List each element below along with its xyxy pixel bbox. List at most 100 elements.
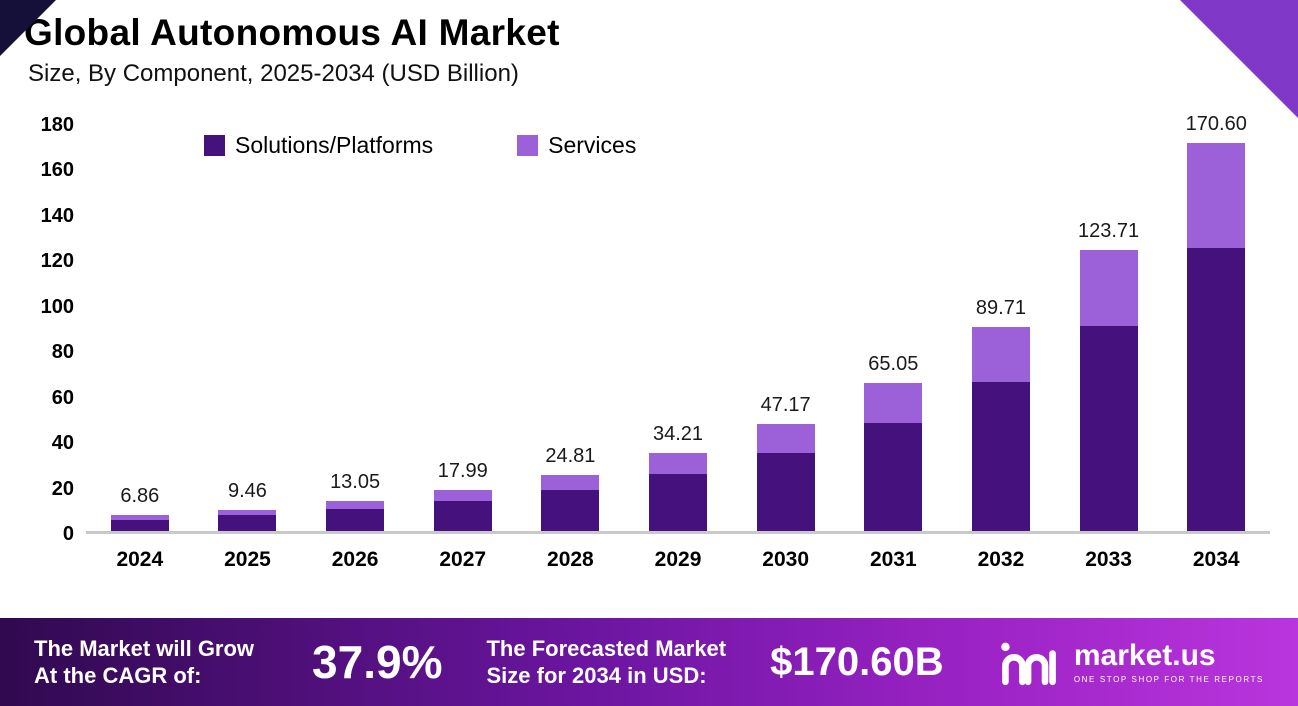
bar-column: 24.81 — [517, 445, 625, 531]
x-axis-label: 2030 — [762, 548, 810, 571]
x-axis-label: 2027 — [439, 548, 487, 571]
legend-swatch-services — [517, 135, 539, 156]
y-tick-label: 20 — [51, 477, 74, 500]
bar-stack — [541, 474, 600, 531]
y-tick-label: 60 — [51, 386, 74, 409]
plot-column: Solutions/Platforms Services 6.86 9.46 13.… — [86, 113, 1270, 572]
bar-column: 34.21 — [624, 423, 732, 531]
bar-segment-services — [541, 474, 600, 490]
y-tick-label: 140 — [40, 204, 74, 227]
x-axis-label: 2032 — [977, 548, 1025, 571]
bar-total-label: 65.05 — [868, 353, 919, 376]
legend-item-services: Services — [517, 132, 636, 159]
bar-segment-solutions — [218, 515, 277, 531]
forecast-label: The Forecasted Market Size for 2034 in U… — [486, 635, 726, 690]
marketus-brand: market.us ONE STOP SHOP FOR THE REPORTS — [996, 638, 1264, 686]
bar-segment-solutions — [864, 423, 923, 531]
cagr-label-line2: At the CAGR of: — [34, 663, 202, 688]
cagr-label: The Market will Grow At the CAGR of: — [34, 635, 254, 690]
forecast-value: $170.60B — [770, 639, 944, 684]
bar-segment-services — [864, 383, 923, 424]
bar-stack — [971, 327, 1030, 531]
bar-segment-solutions — [110, 519, 169, 531]
x-axis-label: 2025 — [224, 548, 271, 571]
x-axis-label: 2026 — [331, 548, 379, 571]
bar-stack — [218, 509, 277, 531]
bar-stack — [1187, 143, 1246, 531]
legend-item-solutions: Solutions/Platforms — [204, 132, 433, 159]
header: Global Autonomous AI Market Size, By Com… — [0, 0, 1298, 88]
chart: 0 20 40 60 80 100 120 140 160 180 Solutions/Platf… — [14, 113, 1270, 572]
x-axis-label: 2031 — [869, 548, 917, 571]
bar-column: 89.71 — [947, 297, 1055, 531]
bar-total-label: 123.71 — [1078, 219, 1140, 242]
bar-segment-services — [433, 490, 492, 502]
bar-segment-services — [971, 327, 1030, 383]
bar-column: 123.71 — [1055, 220, 1163, 531]
y-tick-label: 180 — [40, 114, 74, 136]
marketus-logo-icon — [1001, 642, 1056, 686]
bar-segment-solutions — [433, 501, 492, 531]
bar-segment-services — [218, 509, 277, 516]
bar-total-label: 6.86 — [120, 485, 160, 508]
forecast-label-line1: The Forecasted Market — [486, 635, 727, 661]
x-axis-label: 2034 — [1192, 548, 1240, 571]
bar-stack — [756, 423, 815, 531]
bar-stack — [649, 453, 708, 531]
plot-area: Solutions/Platforms Services 6.86 9.46 13.… — [86, 113, 1270, 534]
bar-segment-services — [326, 501, 385, 510]
bar-segment-solutions — [756, 452, 815, 531]
bar-segment-solutions — [541, 489, 600, 531]
bar-column: 47.17 — [732, 394, 840, 531]
bar-total-label: 34.21 — [652, 423, 704, 446]
brand-name: market.us — [1073, 638, 1216, 672]
y-tick-label: 100 — [40, 295, 74, 318]
bar-column: 9.46 — [194, 480, 302, 531]
footer-banner: The Market will Grow At the CAGR of: 37.… — [0, 618, 1298, 706]
x-axis-label: 2028 — [547, 548, 594, 571]
brand-text: market.us ONE STOP SHOP FOR THE REPORTS — [1073, 638, 1264, 684]
bar-segment-solutions — [1187, 248, 1246, 531]
bar-segment-services — [756, 423, 815, 453]
x-axis: 2024 2025 2026 2027 2028 2029 2030 2031 2032 2033… — [86, 548, 1270, 572]
bar-total-label: 13.05 — [330, 471, 381, 494]
y-tick-label: 40 — [51, 432, 74, 455]
forecast-label-line2: Size for 2034 in USD: — [486, 663, 707, 688]
bar-column: 17.99 — [409, 460, 517, 531]
bar-column: 6.86 — [86, 485, 194, 531]
bar-column: 65.05 — [839, 353, 947, 531]
bar-column: 170.60 — [1162, 113, 1270, 531]
brand-tagline: ONE STOP SHOP FOR THE REPORTS — [1073, 674, 1264, 684]
bar-stack — [326, 501, 385, 531]
bar-segment-services — [1187, 143, 1246, 249]
bar-total-label: 170.60 — [1185, 113, 1247, 136]
y-tick-label: 0 — [62, 523, 74, 545]
bar-column: 13.05 — [301, 471, 409, 531]
bar-segment-services — [110, 515, 169, 520]
bar-total-label: 89.71 — [975, 297, 1026, 320]
y-axis: 0 20 40 60 80 100 120 140 160 180 — [14, 115, 86, 544]
bar-segment-solutions — [971, 382, 1030, 531]
y-tick-label: 80 — [51, 341, 74, 364]
bar-stack — [864, 383, 923, 531]
legend-swatch-solutions — [204, 135, 225, 156]
y-tick-label: 120 — [40, 250, 74, 273]
x-axis-label: 2024 — [116, 548, 164, 571]
page-subtitle: Size, By Component, 2025-2034 (USD Billi… — [28, 60, 519, 87]
x-axis-label: 2033 — [1085, 548, 1132, 571]
legend-label-services: Services — [548, 132, 637, 158]
cagr-label-line1: The Market will Grow — [34, 635, 255, 661]
corner-decoration-top-left — [0, 0, 56, 56]
bar-stack — [110, 515, 169, 531]
bar-segment-solutions — [649, 474, 708, 531]
legend-label-solutions: Solutions/Platforms — [235, 132, 434, 158]
bar-total-label: 9.46 — [227, 479, 267, 502]
bar-stack — [433, 490, 492, 531]
bar-total-label: 47.17 — [760, 393, 811, 416]
x-axis-label: 2029 — [654, 548, 702, 571]
cagr-value: 37.9% — [312, 636, 443, 688]
bar-segment-services — [1079, 249, 1138, 327]
chart-legend: Solutions/Platforms Services — [204, 132, 636, 159]
bar-segment-services — [649, 453, 708, 475]
